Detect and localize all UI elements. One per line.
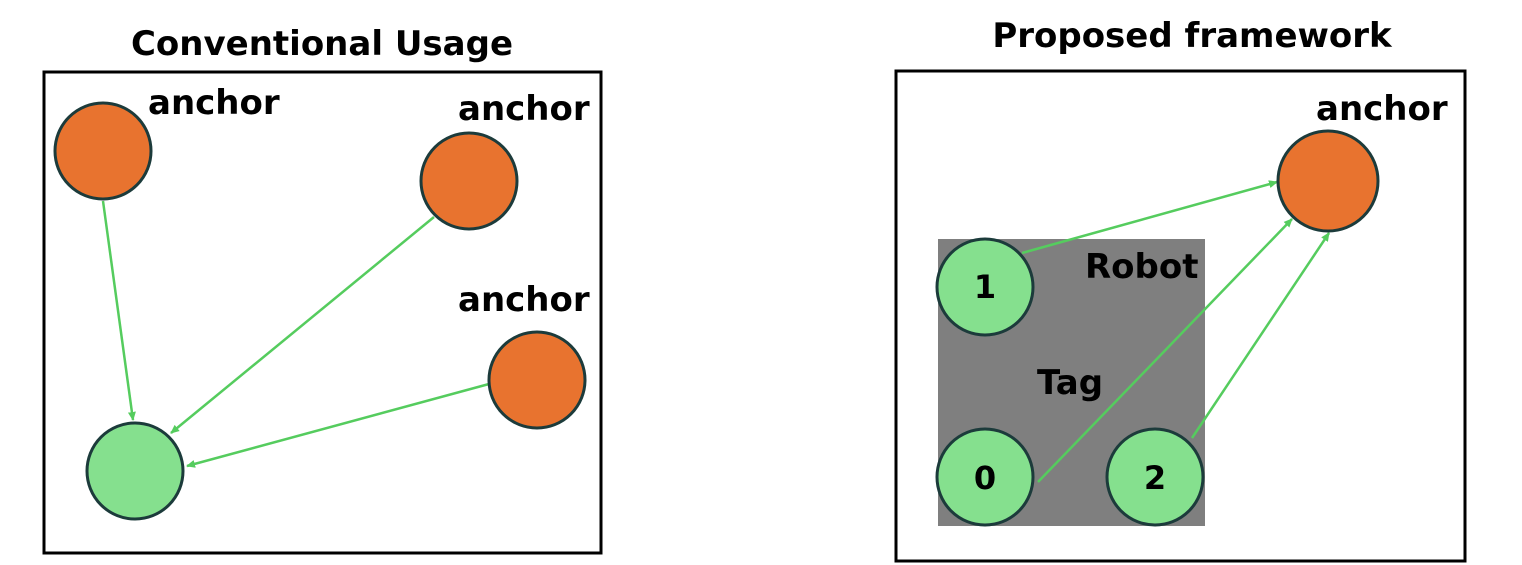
tag-node-1 — [935, 237, 1035, 337]
anchor-label: anchor — [1316, 89, 1448, 129]
tag-id-0: 0 — [974, 459, 996, 497]
tag-node-2 — [1105, 427, 1205, 527]
edge-anchor3-to-tag — [186, 382, 490, 468]
edge-anchor1-to-tag — [101, 200, 136, 421]
edge-tag0-to-anchor — [1037, 218, 1293, 483]
right-panel-title: Proposed framework — [992, 16, 1393, 56]
tag-node — [85, 421, 185, 521]
anchor-node-1 — [53, 101, 153, 201]
anchor-node-3 — [487, 330, 587, 430]
tag-node-0 — [935, 427, 1035, 527]
right-panel: Proposed framework Robot Tag anchor 1 0 … — [894, 16, 1467, 563]
anchor-label-2: anchor — [458, 89, 590, 129]
anchor-node — [1276, 129, 1380, 233]
edge-tag2-to-anchor — [1190, 232, 1331, 439]
tag-label: Tag — [1037, 363, 1103, 403]
tag-id-1: 1 — [974, 268, 996, 306]
edge-tag1-to-anchor — [1021, 180, 1278, 255]
left-panel: Conventional Usage anchor anchor anchor — [42, 24, 603, 555]
robot-label: Robot — [1085, 247, 1199, 287]
left-panel-title: Conventional Usage — [131, 24, 513, 64]
anchor-label-1: anchor — [148, 83, 280, 123]
anchor-node-2 — [419, 131, 519, 231]
anchor-label-3: anchor — [458, 280, 590, 320]
edge-anchor2-to-tag — [170, 216, 435, 434]
tag-id-2: 2 — [1144, 459, 1166, 497]
